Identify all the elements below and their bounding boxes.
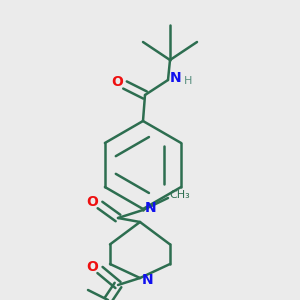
Text: N: N bbox=[170, 71, 182, 85]
Text: O: O bbox=[86, 260, 98, 274]
Text: O: O bbox=[86, 195, 98, 209]
Text: H: H bbox=[184, 76, 192, 86]
Text: O: O bbox=[111, 75, 123, 89]
Text: CH₃: CH₃ bbox=[169, 190, 190, 200]
Text: N: N bbox=[142, 273, 154, 287]
Text: N: N bbox=[145, 201, 157, 215]
